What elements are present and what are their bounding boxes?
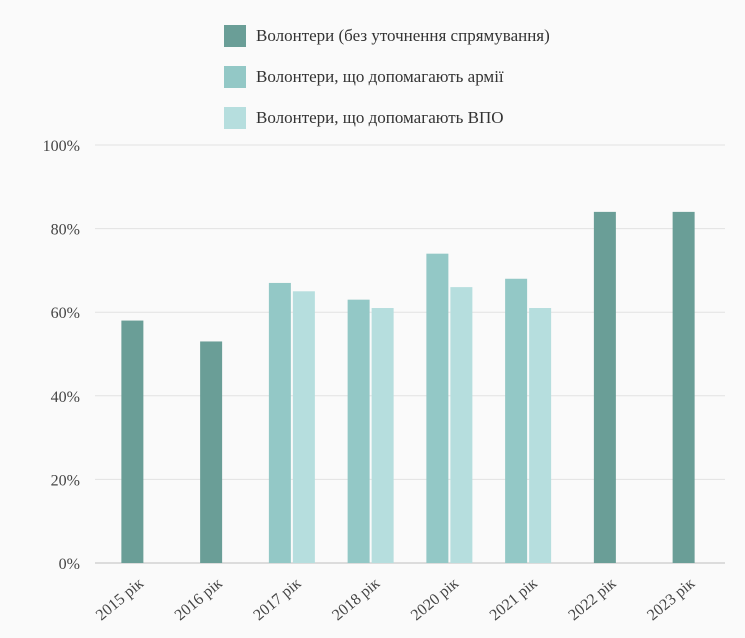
y-axis-labels: 0% 20% 40% 60% 80% 100% — [43, 138, 80, 573]
legend-label-army: Волонтери, що допомагають армії — [256, 67, 504, 86]
bar — [292, 291, 315, 563]
x-tick-label: 2017 рік — [250, 575, 304, 624]
legend-swatch-idp — [224, 107, 246, 129]
bar — [426, 253, 449, 563]
bars — [121, 211, 695, 563]
legend-item-idp: Волонтери, що допомагають ВПО — [224, 104, 504, 132]
x-tick-label: 2016 рік — [172, 575, 226, 624]
bar — [672, 211, 695, 563]
x-tick-label: 2021 рік — [487, 575, 541, 624]
legend-swatch-general — [224, 25, 246, 47]
legend-label-general: Волонтери (без уточнення спрямування) — [256, 26, 550, 45]
x-tick-label: 2018 рік — [329, 575, 383, 624]
legend-item-general: Волонтери (без уточнення спрямування) — [224, 22, 550, 50]
y-tick-label: 20% — [51, 472, 80, 489]
legend-label-idp: Волонтери, що допомагають ВПО — [256, 108, 504, 127]
gridlines — [95, 144, 725, 564]
bar — [200, 341, 223, 563]
bar — [371, 308, 394, 563]
x-tick-label: 2015 рік — [93, 575, 147, 624]
bar — [450, 287, 473, 563]
bar — [593, 211, 616, 563]
bar — [529, 308, 552, 563]
legend-item-army: Волонтери, що допомагають армії — [224, 63, 504, 91]
x-tick-label: 2020 рік — [408, 575, 462, 624]
legend-swatch-army — [224, 66, 246, 88]
y-tick-label: 80% — [51, 222, 80, 239]
bar — [505, 278, 528, 563]
x-tick-label: 2023 рік — [644, 575, 698, 624]
bar — [121, 320, 144, 563]
x-tick-label: 2022 рік — [565, 575, 619, 624]
y-tick-label: 40% — [51, 389, 80, 406]
y-tick-label: 0% — [59, 556, 80, 573]
y-tick-label: 60% — [51, 305, 80, 322]
x-axis-labels: 2015 рік 2016 рік 2017 рік 2018 рік 2020 рік… — [93, 575, 698, 624]
y-tick-label: 100% — [43, 138, 80, 155]
bar — [347, 299, 370, 563]
bar — [268, 282, 291, 563]
